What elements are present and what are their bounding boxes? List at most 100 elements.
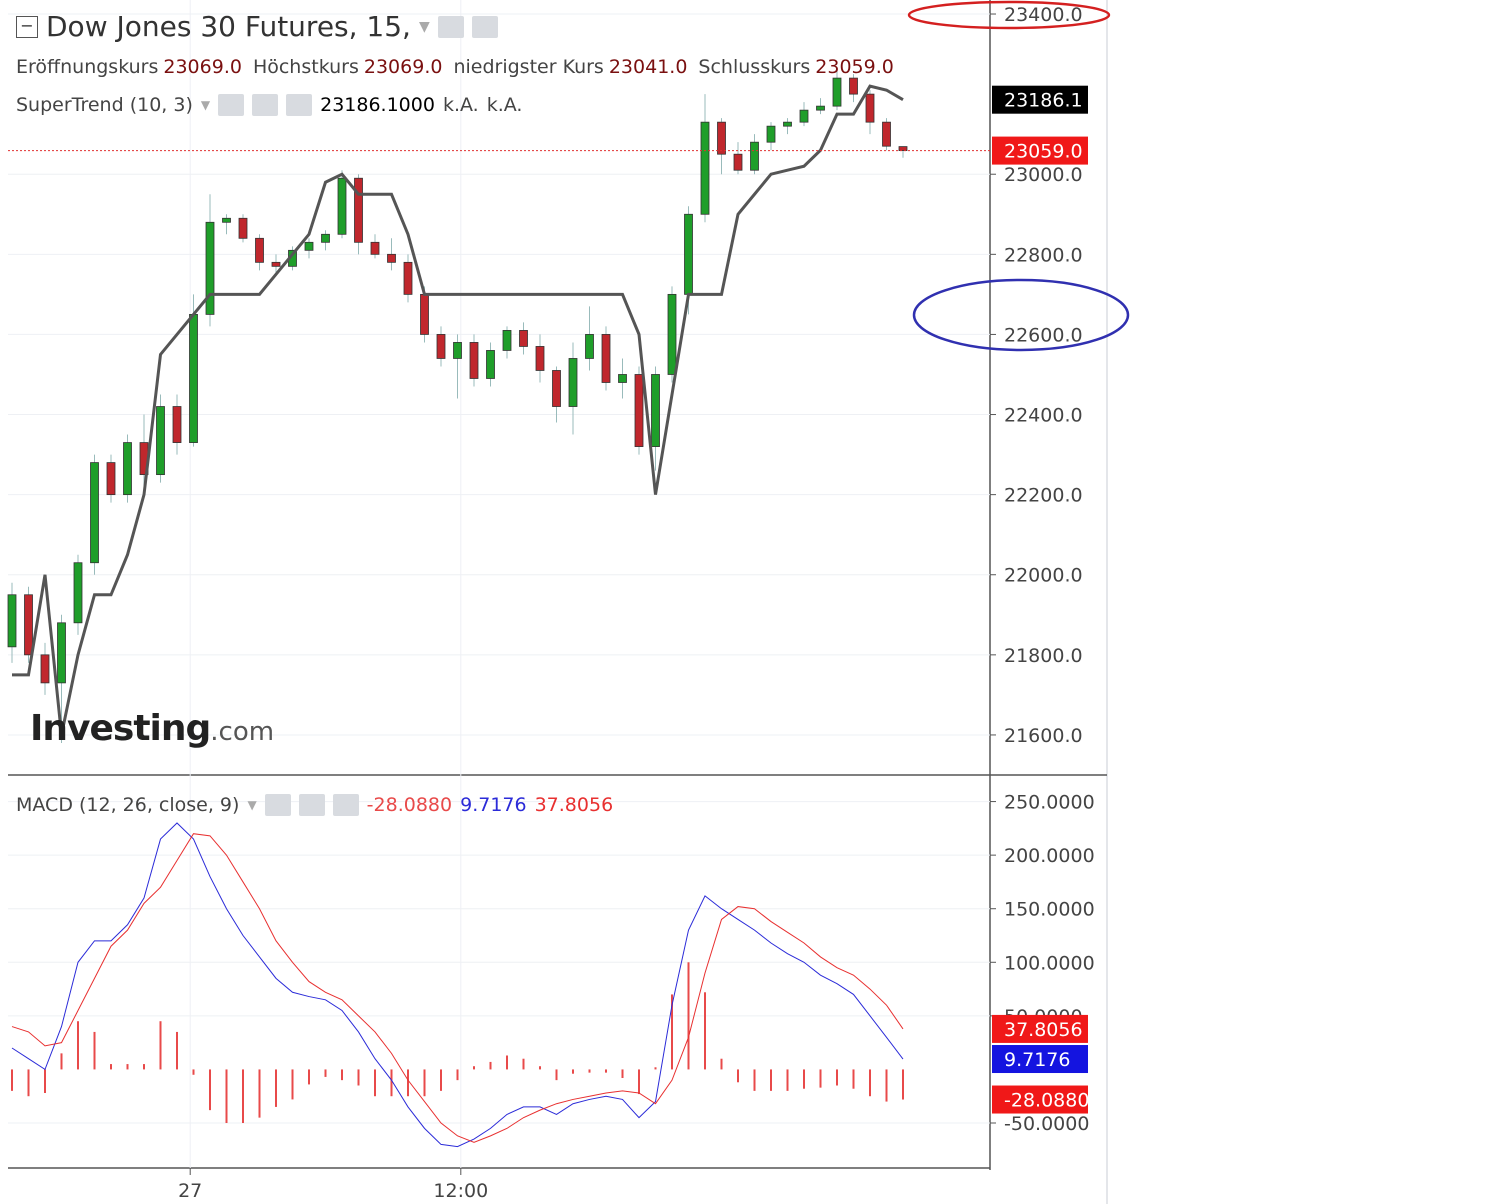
chart-title: Dow Jones 30 Futures, 15, <box>46 10 411 43</box>
price-tag-label: -28.0880 <box>1004 1090 1089 1112</box>
eye-icon[interactable] <box>437 15 464 38</box>
price-tag <box>992 1014 1088 1043</box>
y-tick-label: 22600.0 <box>1004 324 1083 346</box>
candle-body <box>849 77 858 95</box>
indicator-extra: k.A. <box>442 94 479 116</box>
ohlc-label: Schlusskurs <box>698 56 811 78</box>
ohlc-value: 23069.0 <box>163 56 242 78</box>
ohlc-value: 23041.0 <box>608 56 688 78</box>
candle-body <box>420 293 429 335</box>
candle-body <box>73 562 83 624</box>
candle-body <box>469 342 479 379</box>
dropdown[interactable]: ▼ <box>247 798 257 812</box>
candle-body <box>832 77 842 107</box>
signal-value: 37.8056 <box>534 794 614 816</box>
candle-body <box>238 217 248 239</box>
candle-body <box>57 622 66 684</box>
candle-body <box>634 374 644 447</box>
candle-body <box>354 177 363 243</box>
candle-body <box>519 330 528 347</box>
candle-body <box>618 374 627 383</box>
candle-body <box>106 462 116 496</box>
marks: 23400.0 23000.0 22800.0 22600.0 22400.0 22200… <box>7 0 1095 1202</box>
macd-row: MACD (12, 26, close, 9) ▼ -28.0880 9.717… <box>16 794 613 816</box>
y-tick-label: 23000.0 <box>1004 164 1083 186</box>
candle-body <box>684 213 693 295</box>
y-tick-label: 200.0000 <box>1004 845 1095 867</box>
candle-body <box>189 314 198 443</box>
indicator-extra: k.A. <box>486 94 523 116</box>
macd-name: MACD (12, 26, close, 9) <box>16 794 240 816</box>
blue-annotation <box>912 278 1130 352</box>
eye-icon[interactable] <box>264 794 291 816</box>
candle-body <box>585 334 594 359</box>
candle-body <box>40 654 50 684</box>
collapse-button[interactable]: − <box>16 15 38 38</box>
logo-main: Investing <box>30 708 211 749</box>
x-tick-label: 12:00 <box>433 1180 488 1202</box>
candle-body <box>453 342 462 359</box>
eye-icon[interactable] <box>218 94 245 116</box>
y-tick-label: -50.0000 <box>1004 1113 1089 1135</box>
candle-body <box>651 374 660 447</box>
indicator-value: 23186.1000 <box>320 94 435 116</box>
y-tick-label: 22400.0 <box>1004 405 1083 427</box>
macd-value: 9.7176 <box>460 794 527 816</box>
price-tag-label: 23186.1 <box>1004 90 1083 112</box>
dropdown[interactable]: ▼ <box>418 18 430 35</box>
price-tag <box>992 85 1088 114</box>
candle-body <box>123 442 132 496</box>
candle-body <box>799 109 809 123</box>
candle-body <box>486 350 495 379</box>
red-annotation <box>907 0 1111 30</box>
candle-body <box>7 594 17 648</box>
price-tag <box>992 136 1088 165</box>
price-tag-label: 37.8056 <box>1004 1019 1083 1041</box>
candle-body <box>700 121 710 215</box>
candle-body <box>222 217 231 223</box>
close-icon[interactable] <box>286 94 313 116</box>
candle-body <box>337 177 347 235</box>
macd-line <box>11 833 904 1143</box>
candle-body <box>403 261 413 295</box>
candle-body <box>733 153 743 171</box>
candle-body <box>667 293 677 375</box>
y-tick-label: 21800.0 <box>1004 645 1083 667</box>
x-tick-label: 27 <box>178 1180 202 1202</box>
candle-body <box>717 121 726 155</box>
candle-body <box>865 93 875 123</box>
price-tag-label: 23059.0 <box>1004 141 1083 163</box>
candle-body <box>783 121 792 127</box>
candle-body <box>436 334 446 359</box>
candle-body <box>271 261 281 267</box>
candle-body <box>816 105 825 111</box>
ohlc-row: Eröffnungskurs 23069.0 Höchstkurs 23069.0 ni… <box>16 56 900 78</box>
candle-body <box>304 241 314 251</box>
candle-body <box>898 146 908 151</box>
close-icon[interactable] <box>332 794 359 816</box>
macd-line <box>11 822 904 1148</box>
supertrend-line <box>12 84 904 736</box>
histogram-value: -28.0880 <box>366 794 453 816</box>
candle-body <box>601 334 611 383</box>
candle-body <box>882 121 891 147</box>
y-tick-label: 23400.0 <box>1004 4 1083 26</box>
candle-body <box>90 462 99 564</box>
settings-icon[interactable] <box>252 94 279 116</box>
candle-body <box>24 594 33 656</box>
y-tick-label: 22000.0 <box>1004 565 1083 587</box>
candle-body <box>156 406 165 476</box>
candle-body <box>552 370 561 407</box>
title-row: − Dow Jones 30 Futures, 15, ▼ <box>16 10 498 43</box>
candle-body <box>502 330 512 351</box>
candle-body <box>568 358 578 407</box>
dropdown[interactable]: ▼ <box>200 98 211 112</box>
ohlc-value: 23069.0 <box>363 56 443 78</box>
candle-body <box>172 406 182 443</box>
settings-icon[interactable] <box>298 794 325 816</box>
settings-icon[interactable] <box>471 15 498 38</box>
candle-body <box>205 221 215 315</box>
y-tick-label: 22200.0 <box>1004 485 1083 507</box>
